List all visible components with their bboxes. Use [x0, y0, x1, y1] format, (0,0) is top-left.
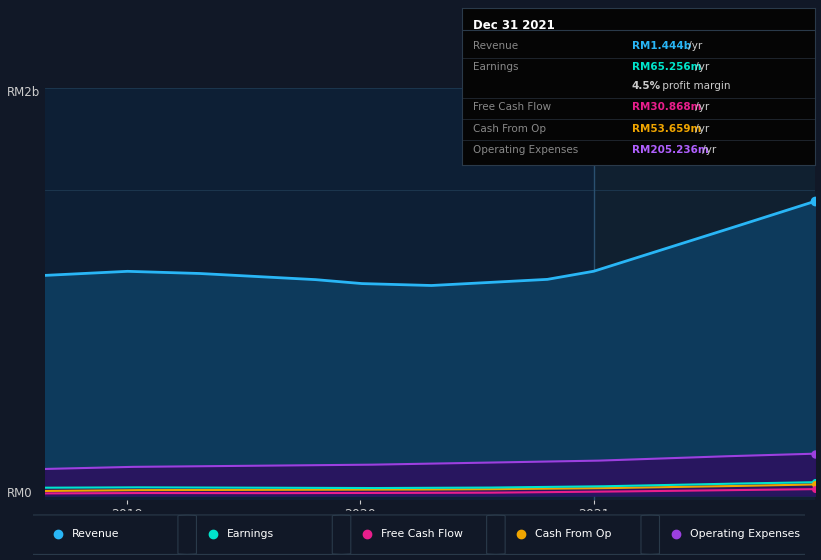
Bar	[594, 88, 815, 500]
Text: Revenue: Revenue	[473, 41, 518, 52]
Text: Free Cash Flow: Free Cash Flow	[473, 102, 551, 113]
Text: profit margin: profit margin	[658, 81, 730, 91]
Text: /yr: /yr	[692, 124, 709, 134]
Text: Earnings: Earnings	[473, 62, 518, 72]
Text: RM1.444b: RM1.444b	[631, 41, 691, 52]
Text: /yr: /yr	[699, 145, 716, 155]
Text: Cash From Op: Cash From Op	[535, 529, 612, 539]
Text: Cash From Op: Cash From Op	[473, 124, 546, 134]
Text: RM205.236m: RM205.236m	[631, 145, 709, 155]
Text: Operating Expenses: Operating Expenses	[690, 529, 800, 539]
Text: /yr: /yr	[692, 102, 709, 113]
Text: Operating Expenses: Operating Expenses	[473, 145, 578, 155]
Text: /yr: /yr	[686, 41, 703, 52]
Text: RM0: RM0	[7, 487, 32, 501]
Text: RM53.659m: RM53.659m	[631, 124, 701, 134]
Text: RM65.256m: RM65.256m	[631, 62, 701, 72]
Text: Earnings: Earnings	[227, 529, 273, 539]
Text: 4.5%: 4.5%	[631, 81, 661, 91]
Text: Revenue: Revenue	[72, 529, 120, 539]
Text: RM30.868m: RM30.868m	[631, 102, 701, 113]
Text: /yr: /yr	[692, 62, 709, 72]
Text: Free Cash Flow: Free Cash Flow	[381, 529, 463, 539]
Text: RM2b: RM2b	[7, 86, 39, 99]
Text: Dec 31 2021: Dec 31 2021	[473, 20, 554, 32]
